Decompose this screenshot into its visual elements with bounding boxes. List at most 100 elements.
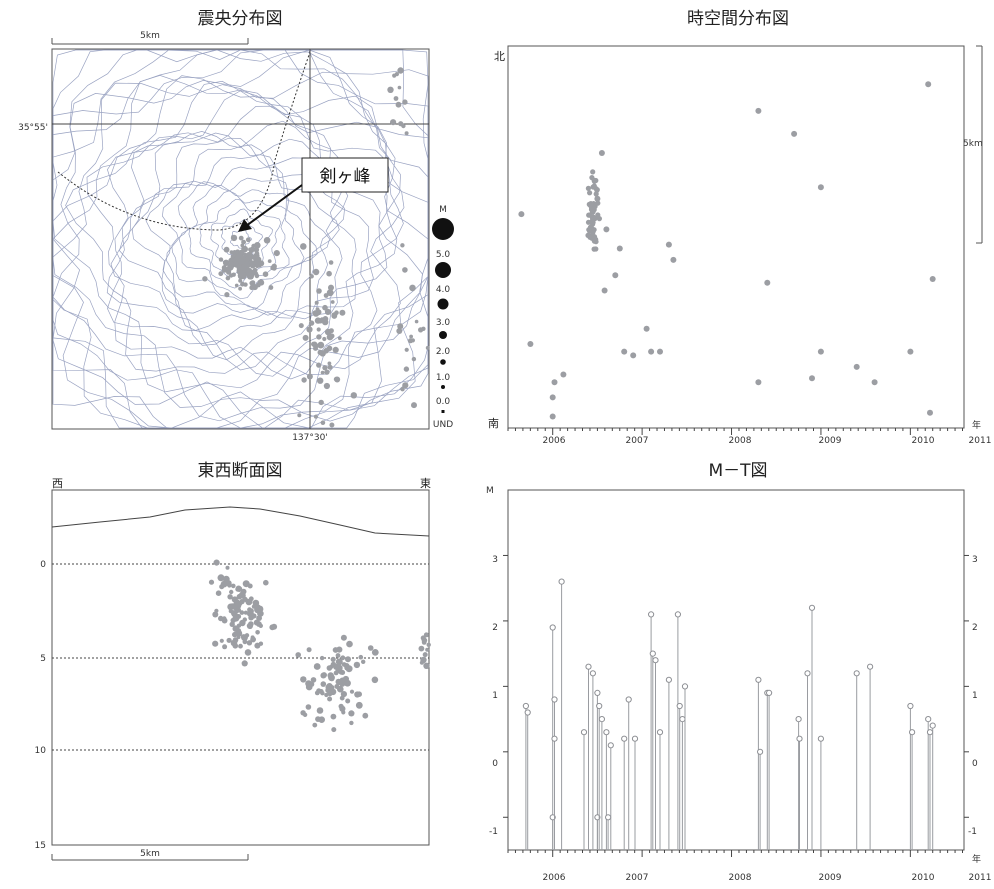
cross-section-point [212,640,219,647]
space-time-point [929,276,936,282]
cross-section-point [295,652,302,658]
epicenter-point [400,243,405,248]
epicenter-point [392,73,397,78]
cross-section-point [251,613,257,619]
epicenter-point [232,261,239,267]
mt-y-label-m1: -1 [489,827,498,837]
mt-stem-head [755,676,762,683]
contour-line [52,49,429,429]
cross-section-point [228,608,234,614]
epicenter-point [255,261,263,268]
cross-section-point [255,630,260,635]
epicenter-point [411,402,417,409]
mt-y-right-2: 2 [972,623,978,633]
space-time-point [594,187,600,193]
cross-section-point [219,638,224,643]
space-time-point [657,348,663,355]
epicenter-point [244,262,250,268]
space-time-point [755,107,762,114]
cross-section-point [231,596,238,603]
epicenter-point [316,327,321,332]
space-time-point [648,348,655,355]
cross-section-point [339,677,345,683]
cross-section-point [217,574,225,582]
mt-stem-head [594,689,601,697]
epicenter-point [337,336,342,341]
cross-section-panel: 東西断面図 西 東 0 5 10 15 5km [35,461,431,861]
mt-stem-head [679,716,686,723]
cross-section-point [232,637,239,643]
epicenter-point [236,269,241,274]
epicenter-point [329,333,335,339]
epicenter-point [402,99,408,105]
cross-section-point [327,672,334,679]
st-x-label-2010: 2010 [912,436,935,446]
cross-section-point [337,685,344,693]
mt-title: M－T図 [708,461,767,481]
epicenter-point [246,272,253,279]
epicenter-point [324,308,332,315]
space-time-point [589,175,595,181]
space-time-point [907,348,914,355]
cross-section-point [333,670,339,676]
cross-section-point [371,676,379,684]
epicenter-point [311,341,316,347]
epicenter-point [242,272,247,277]
epicenter-map-panel: 震央分布図 5km 35°55' 137°30' 剣ヶ峰 M 5.0 4.0 3… [18,9,454,443]
epicenter-point [238,250,244,256]
contour-line [106,120,374,371]
contour-line [145,154,340,319]
depth-label-0: 0 [40,560,46,570]
depth-label-5: 5 [40,654,46,664]
epicenter-point [319,350,326,357]
mt-stem-head [681,683,689,690]
mt-stem-head [909,729,916,736]
epicenter-point [273,250,280,257]
mt-panel: M－T図 M 3 2 1 0 -1 3 2 1 0 -1 2006 2007 2… [486,461,991,883]
epicenter-point [425,345,430,350]
cross-section-point [250,636,256,643]
prefecture-boundary [57,51,311,231]
south-label: 南 [488,417,499,430]
legend-symbol-m0 [441,385,445,389]
cross-section-point [339,705,346,712]
cross-section-point [335,658,343,666]
longitude-label: 137°30' [292,433,328,443]
epicenter-point [317,377,324,384]
epicenter-point [300,243,307,250]
mt-frame [507,489,965,851]
mt-stem-head [649,650,656,657]
cross-section-point [348,710,355,717]
legend-symbol-m5 [432,218,454,240]
space-time-point [585,185,592,191]
epicenter-point [328,284,334,291]
epicenter-point [334,376,341,383]
cross-section-point [362,712,369,719]
epicenter-point [330,300,335,304]
epicenter-point [397,323,404,330]
mt-y-label-2: 2 [492,623,498,633]
cross-section-point [420,635,426,641]
space-time-point [587,190,593,196]
cross-section-point [222,575,230,583]
epicenter-point [253,247,260,253]
st-x-unit: 年 [972,419,981,431]
epicenter-point [325,330,330,334]
epicenter-point [229,273,234,278]
cross-section-point [313,663,321,670]
space-time-point [518,211,525,218]
cross-section-point [212,611,219,618]
epicenter-point [306,373,313,380]
cross-section-point [215,590,222,596]
st-x-label-2006: 2006 [543,436,566,446]
mt-stem-head [929,722,936,729]
epicenter-point [232,257,237,263]
cross-section-point [257,610,264,617]
space-time-point [549,394,556,401]
mt-stem-head [596,702,603,710]
epicenter-point [202,276,208,282]
epicenter-point [225,275,231,281]
space-time-point [871,379,878,386]
contour-line [110,132,357,361]
